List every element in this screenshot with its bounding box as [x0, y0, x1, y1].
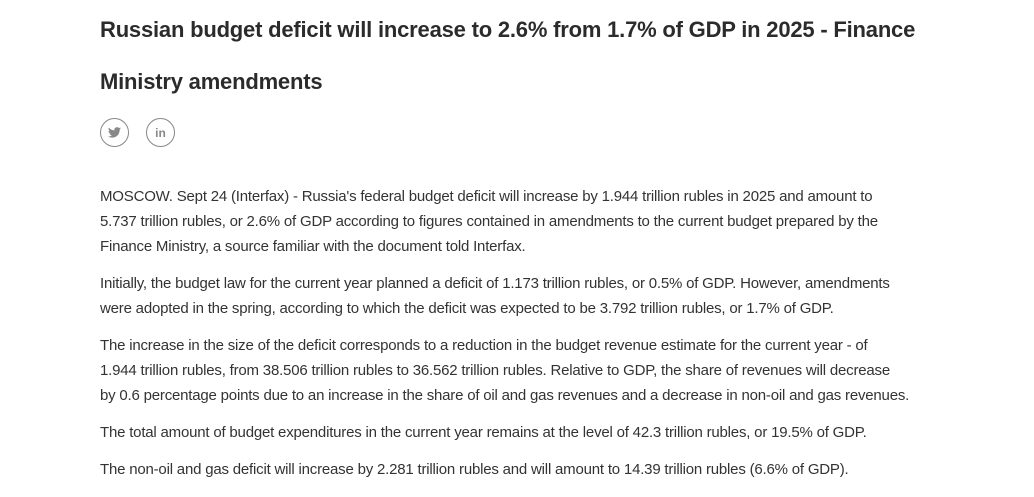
- paragraph-line: by 0.6 percentage points due to an incre…: [100, 387, 910, 404]
- paragraph-line: Initially, the budget law for the curren…: [100, 275, 890, 292]
- paragraph: Initially, the budget law for the curren…: [100, 271, 909, 321]
- paragraph-line: Finance Ministry, a source familiar with…: [100, 238, 526, 255]
- paragraph-line: 5.737 trillion rubles, or 2.6% of GDP ac…: [100, 213, 878, 230]
- linkedin-button[interactable]: in: [146, 118, 175, 147]
- paragraph: MOSCOW. Sept 24 (Interfax) - Russia's fe…: [100, 184, 909, 259]
- paragraph: The increase in the size of the deficit …: [100, 333, 909, 408]
- paragraph-line: were adopted in the spring, according to…: [100, 300, 834, 317]
- paragraph-line: The total amount of budget expenditures …: [100, 424, 867, 441]
- article-title: Russian budget deficit will increase to …: [100, 6, 915, 110]
- twitter-button[interactable]: [100, 118, 129, 147]
- paragraph: The total amount of budget expenditures …: [100, 420, 909, 445]
- paragraph-line: 1.944 trillion rubles, from 38.506 trill…: [100, 362, 890, 379]
- title-line: Russian budget deficit will increase to …: [100, 17, 916, 42]
- twitter-icon: [108, 127, 121, 138]
- paragraph-line: The non-oil and gas deficit will increas…: [100, 461, 849, 478]
- article-body: MOSCOW. Sept 24 (Interfax) - Russia's fe…: [100, 184, 909, 494]
- title-line: Ministry amendments: [100, 69, 323, 94]
- paragraph-line: MOSCOW. Sept 24 (Interfax) - Russia's fe…: [100, 188, 873, 205]
- paragraph-line: The increase in the size of the deficit …: [100, 337, 868, 354]
- share-buttons: in: [100, 118, 175, 147]
- paragraph: The non-oil and gas deficit will increas…: [100, 457, 909, 482]
